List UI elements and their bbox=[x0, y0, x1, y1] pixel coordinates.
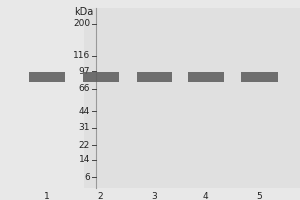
Text: 66: 66 bbox=[79, 84, 90, 93]
Text: 3: 3 bbox=[152, 192, 158, 200]
Text: 31: 31 bbox=[79, 123, 90, 132]
Text: 6: 6 bbox=[84, 172, 90, 182]
Text: 97: 97 bbox=[79, 66, 90, 75]
Text: 1: 1 bbox=[44, 192, 50, 200]
Text: 2: 2 bbox=[98, 192, 103, 200]
Bar bbox=[82, 72, 118, 82]
Bar bbox=[188, 72, 224, 82]
Text: 14: 14 bbox=[79, 156, 90, 164]
Bar bbox=[242, 72, 278, 82]
Text: 200: 200 bbox=[73, 20, 90, 28]
Bar bbox=[136, 72, 172, 82]
Text: 22: 22 bbox=[79, 140, 90, 149]
Text: 116: 116 bbox=[73, 51, 90, 60]
Text: 5: 5 bbox=[256, 192, 262, 200]
Text: kDa: kDa bbox=[74, 7, 93, 17]
Text: 4: 4 bbox=[203, 192, 208, 200]
Text: 44: 44 bbox=[79, 106, 90, 116]
Bar bbox=[28, 72, 64, 82]
Bar bbox=[84, 8, 300, 188]
